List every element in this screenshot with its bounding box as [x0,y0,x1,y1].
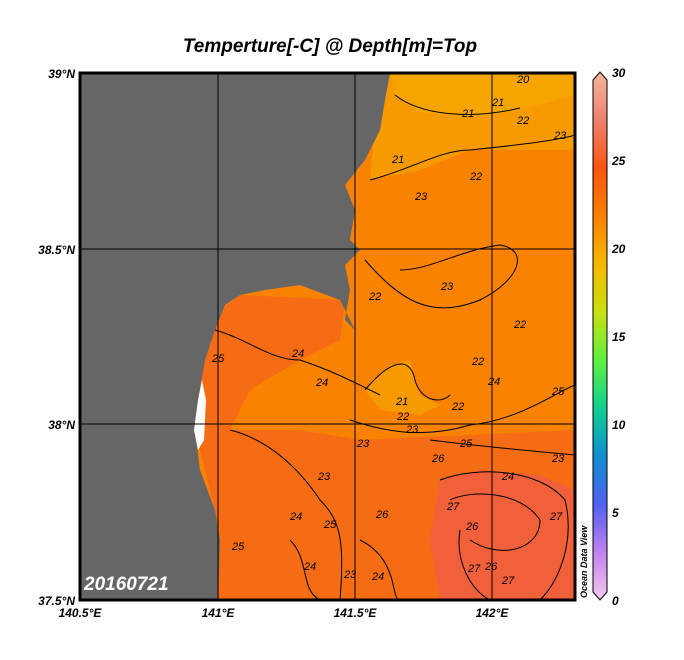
colorbar-tick-label: 15 [612,330,626,344]
contour-label: 24 [303,561,316,573]
contour-label: 22 [368,291,381,303]
contour-label: 24 [289,511,302,523]
lon-tick: 142°E [476,606,510,620]
contour-label: 21 [491,97,504,109]
lon-tick: 140.5°E [59,606,103,620]
contour-label: 20 [516,74,530,86]
contour-label: 26 [375,509,389,521]
colorbar-tick-label: 25 [611,154,626,168]
date-label: 20160721 [83,574,169,595]
contour-label: 22 [471,356,484,368]
contour-label: 26 [484,561,498,573]
contour-label: 26 [465,521,479,533]
colorbar-tick-label: 10 [612,418,626,432]
contour-label: 25 [459,438,473,450]
lat-tick: 38.5°N [38,243,75,257]
lon-tick: 141°E [202,606,236,620]
contour-label: 23 [440,281,454,293]
contour-label: 23 [414,191,428,203]
lon-tick: 141.5°E [334,606,378,620]
contour-label: 22 [513,319,526,331]
lat-tick: 37.5°N [38,594,75,608]
contour-label: 25 [323,519,337,531]
contour-label: 25 [551,386,565,398]
contour-lines [214,94,575,600]
colorbar [592,71,608,601]
contour-label: 21 [461,108,474,120]
map-title: Temperture[-C] @ Depth[m]=Top [182,36,478,57]
colorbar-ticks: 30 25 20 15 10 5 0 [611,66,626,608]
contour-label: 22 [451,401,464,413]
colorbar-tick-label: 0 [612,594,619,608]
contour-label: 21 [391,154,404,166]
lat-tick: 39°N [48,67,75,81]
coastal-gap [194,380,206,450]
odv-watermark: Ocean Data View [579,525,589,598]
contour-label: 24 [371,571,384,583]
contour-label: 23 [356,438,370,450]
lat-tick: 38°N [48,418,75,432]
contour-label: 27 [467,563,481,575]
contour-label: 23 [343,569,357,581]
contour-label: 23 [551,453,565,465]
water-21-central [365,360,440,415]
contour-label: 21 [395,396,408,408]
contour-label: 23 [317,471,331,483]
land-mass [80,73,390,600]
contour-label: 26 [431,453,445,465]
contour-label: 24 [315,377,328,389]
contour-label: 27 [446,501,460,513]
contour-label: 23 [405,424,419,436]
contour-label: 24 [291,348,304,360]
colorbar-tick-label: 30 [612,66,626,80]
contour-label: 24 [501,471,514,483]
colorbar-tick-label: 5 [612,506,619,520]
contour-label: 27 [501,575,515,587]
water-21-22 [370,73,575,180]
contour-label: 22 [516,115,529,127]
warm-core-26-27 [430,470,575,600]
contour-label: 24 [487,376,500,388]
map-frame [78,71,577,602]
colorbar-tick-label: 20 [611,242,626,256]
contour-label: 27 [549,511,563,523]
contour-label: 22 [396,411,409,423]
contour-label: 22 [469,171,482,183]
contour-label: 25 [231,541,245,553]
contour-label: 23 [553,130,567,142]
